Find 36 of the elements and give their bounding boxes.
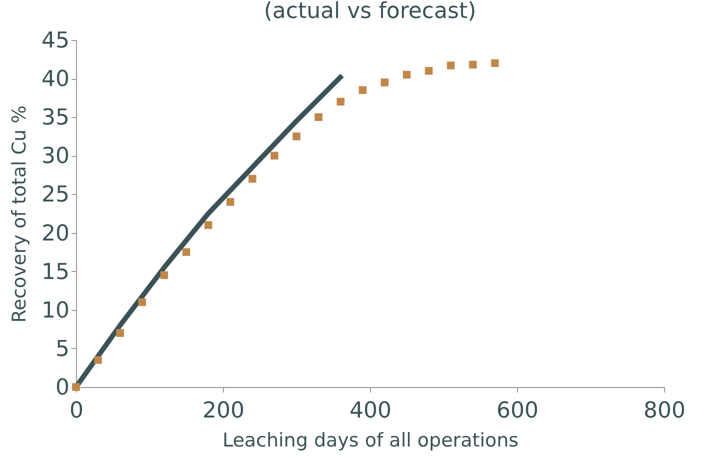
point	[182, 248, 190, 256]
x-tick-label: 400	[350, 398, 392, 424]
chart-title: (actual vs forecast)	[264, 0, 476, 24]
point	[116, 329, 124, 337]
point	[160, 271, 168, 280]
x-tick-label: 800	[644, 398, 686, 424]
y-tick-label: 15	[42, 260, 70, 285]
x-axis-title: Leaching days of all operations	[222, 430, 519, 452]
point	[248, 174, 256, 183]
point	[226, 198, 234, 206]
x-tick-label: 200	[202, 398, 244, 424]
point	[446, 62, 455, 70]
y-tick-label: 40	[42, 67, 70, 92]
point	[469, 60, 477, 69]
y-tick-label: 5	[56, 336, 70, 362]
x-tick-label: 600	[496, 398, 538, 424]
point	[336, 98, 344, 106]
y-axis-title: Recovery of total Cu %	[8, 105, 31, 323]
y-tick-label: 20	[42, 221, 70, 246]
y-tick-label: 45	[42, 28, 70, 54]
point	[138, 298, 146, 306]
point	[314, 113, 322, 121]
point	[491, 59, 499, 68]
point	[94, 356, 102, 364]
y-tick-label: 0	[56, 376, 70, 400]
point	[380, 78, 389, 86]
point	[204, 221, 212, 229]
y-tick-label: 25	[42, 182, 70, 208]
point	[292, 132, 300, 140]
y-tick-label: 35	[42, 106, 70, 131]
y-tick-label: 10	[42, 298, 70, 324]
point	[358, 86, 367, 94]
point	[402, 70, 411, 79]
point	[424, 66, 433, 75]
point	[270, 152, 278, 160]
y-tick-label: 30	[42, 144, 70, 170]
